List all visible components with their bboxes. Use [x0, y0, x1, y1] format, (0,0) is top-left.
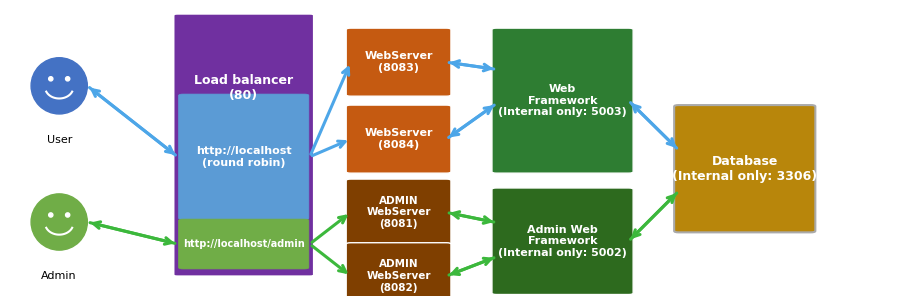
Text: http://localhost/admin: http://localhost/admin — [183, 239, 304, 249]
Ellipse shape — [48, 77, 53, 81]
Text: User: User — [46, 135, 72, 145]
FancyBboxPatch shape — [346, 28, 451, 96]
FancyBboxPatch shape — [173, 13, 314, 277]
Ellipse shape — [31, 58, 87, 114]
FancyBboxPatch shape — [346, 179, 451, 246]
Text: Load balancer
(80): Load balancer (80) — [194, 74, 293, 102]
FancyBboxPatch shape — [346, 243, 451, 296]
FancyBboxPatch shape — [179, 219, 309, 269]
Text: ADMIN
WebServer
(8082): ADMIN WebServer (8082) — [366, 259, 431, 293]
Text: Web
Framework
(Internal only: 5003): Web Framework (Internal only: 5003) — [498, 84, 627, 117]
Text: ADMIN
WebServer
(8081): ADMIN WebServer (8081) — [366, 196, 431, 229]
Ellipse shape — [48, 213, 53, 217]
Text: Database
(Internal only: 3306): Database (Internal only: 3306) — [672, 155, 817, 183]
Ellipse shape — [66, 213, 70, 217]
FancyBboxPatch shape — [346, 105, 451, 173]
FancyBboxPatch shape — [492, 28, 633, 173]
FancyBboxPatch shape — [179, 94, 309, 219]
FancyBboxPatch shape — [674, 105, 815, 232]
FancyBboxPatch shape — [492, 188, 633, 295]
Text: Admin Web
Framework
(Internal only: 5002): Admin Web Framework (Internal only: 5002… — [498, 225, 627, 258]
Text: WebServer
(8083): WebServer (8083) — [364, 52, 433, 73]
Text: http://localhost
(round robin): http://localhost (round robin) — [196, 146, 292, 168]
Text: Admin: Admin — [41, 271, 77, 281]
Text: WebServer
(8084): WebServer (8084) — [364, 128, 433, 150]
Ellipse shape — [66, 77, 70, 81]
Ellipse shape — [31, 194, 87, 250]
